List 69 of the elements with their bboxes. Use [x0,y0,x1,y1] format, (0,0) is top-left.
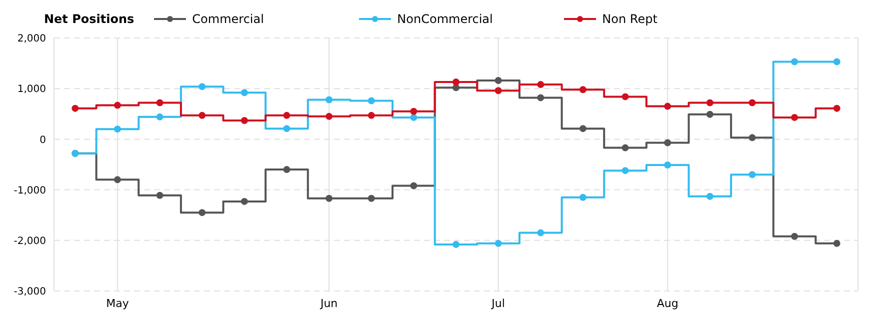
point [283,112,290,119]
point [156,99,164,106]
point [579,194,586,201]
y-tick-label: 1,000 [17,84,46,96]
point [833,104,840,112]
point [114,102,121,109]
point [664,102,672,110]
point [156,113,164,120]
point [579,86,586,94]
point [537,81,544,88]
point [368,97,375,104]
point [706,99,714,106]
point [368,194,375,202]
point [833,240,840,247]
point [452,78,460,86]
point [198,209,206,216]
x-tick-label: Aug [656,296,678,310]
point [198,112,206,119]
point [706,110,714,118]
x-tick-label: May [106,296,130,310]
point [410,182,418,190]
point [494,77,502,84]
point [833,58,840,66]
point [791,114,798,121]
point [494,240,502,247]
point [748,171,756,178]
legend-title: Net Positions [44,12,134,26]
y-tick-label: -3,000 [14,286,46,298]
point [368,112,375,119]
point [72,104,79,112]
point [791,232,798,240]
x-tick-label: Jul [490,296,505,310]
legend-label: NonCommercial [396,12,494,26]
point [326,96,333,104]
point [791,58,798,66]
y-tick-label: -1,000 [14,185,46,196]
point [748,134,756,142]
point [240,116,248,124]
point [494,87,502,94]
point [452,240,460,248]
legend-label: Non Rept [601,12,658,26]
y-tick-label: 0 [40,134,46,146]
point [537,94,544,102]
point [410,114,418,121]
point [240,198,248,205]
point [283,166,290,174]
point [326,112,333,120]
point [706,192,714,200]
y-tick-label: 2,000 [17,34,46,45]
point [283,125,290,132]
point [326,194,333,202]
point [198,83,206,90]
point [748,99,756,106]
point [114,126,121,133]
point [622,144,629,152]
point [156,192,164,199]
x-tick-label: Jun [319,296,338,310]
point [622,167,629,174]
point [537,229,544,236]
point [114,176,121,184]
point [240,89,248,96]
y-tick-label: -2,000 [14,236,46,247]
point [579,125,586,132]
point [410,108,418,115]
legend-label: Commercial [191,12,265,26]
point [622,93,629,100]
point [664,162,672,169]
point [664,139,672,146]
point [452,84,460,92]
